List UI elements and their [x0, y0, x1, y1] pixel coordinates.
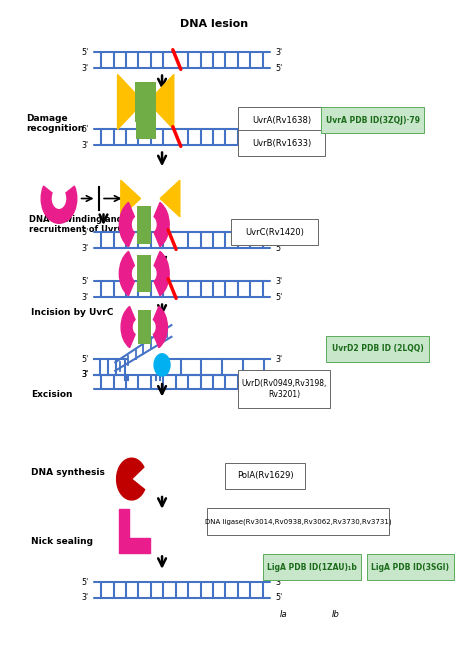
Text: DNA lesion: DNA lesion: [180, 19, 247, 29]
Polygon shape: [121, 180, 140, 216]
Text: DNA ligase(Rv3014,Rv0938,Rv3062,Rv3730,Rv3731): DNA ligase(Rv3014,Rv0938,Rv3062,Rv3730,R…: [205, 519, 391, 524]
Text: 3': 3': [275, 277, 283, 286]
Text: 3': 3': [82, 243, 89, 253]
Text: 5': 5': [275, 141, 283, 149]
Wedge shape: [154, 251, 169, 295]
FancyBboxPatch shape: [321, 107, 424, 134]
FancyBboxPatch shape: [326, 336, 429, 362]
Text: UvrA PDB ID(3ZQJ)·79: UvrA PDB ID(3ZQJ)·79: [326, 116, 420, 125]
Text: 5': 5': [275, 293, 283, 301]
FancyBboxPatch shape: [137, 206, 151, 243]
Text: 3': 3': [275, 578, 283, 587]
Polygon shape: [119, 509, 150, 553]
Text: Ib: Ib: [331, 610, 339, 619]
FancyBboxPatch shape: [238, 107, 325, 134]
Text: 3': 3': [82, 594, 89, 602]
FancyBboxPatch shape: [231, 219, 318, 245]
Text: Excision: Excision: [31, 390, 73, 399]
Text: Incision by UvrC: Incision by UvrC: [31, 308, 113, 317]
Text: 3': 3': [82, 370, 89, 379]
FancyBboxPatch shape: [207, 509, 389, 534]
FancyBboxPatch shape: [136, 82, 156, 122]
Wedge shape: [119, 251, 135, 295]
Wedge shape: [41, 186, 77, 223]
Text: 5': 5': [275, 243, 283, 253]
Text: Damage
recognition: Damage recognition: [26, 114, 84, 133]
Polygon shape: [118, 74, 144, 130]
Text: UvrB(Rv1633): UvrB(Rv1633): [252, 139, 311, 147]
Text: Nick sealing: Nick sealing: [31, 536, 93, 545]
Wedge shape: [154, 307, 167, 347]
Text: PolA(Rv1629): PolA(Rv1629): [237, 471, 293, 480]
Text: 5': 5': [81, 355, 89, 363]
Text: 5': 5': [81, 578, 89, 587]
Text: UvrA(Rv1638): UvrA(Rv1638): [252, 116, 311, 125]
FancyBboxPatch shape: [137, 255, 151, 292]
FancyBboxPatch shape: [225, 463, 305, 489]
FancyBboxPatch shape: [263, 554, 361, 580]
Text: 3': 3': [275, 125, 283, 134]
FancyBboxPatch shape: [367, 554, 454, 580]
FancyBboxPatch shape: [238, 130, 325, 156]
Wedge shape: [117, 458, 145, 500]
Text: 5': 5': [81, 48, 89, 57]
Text: 3': 3': [275, 48, 283, 57]
Text: 3': 3': [275, 228, 283, 237]
Text: 3': 3': [82, 64, 89, 72]
Text: LigA PDB ID(1ZAU)₁b: LigA PDB ID(1ZAU)₁b: [267, 563, 357, 572]
Text: 5': 5': [275, 64, 283, 72]
Text: UvrD2 PDB ID (2LQQ): UvrD2 PDB ID (2LQQ): [332, 344, 423, 353]
Text: UvrC(Rv1420): UvrC(Rv1420): [245, 228, 304, 237]
Circle shape: [154, 354, 170, 376]
Wedge shape: [154, 203, 169, 247]
Text: 3': 3': [82, 370, 89, 379]
Text: Ia: Ia: [280, 610, 288, 619]
Text: 5': 5': [81, 228, 89, 237]
Text: 5': 5': [275, 594, 283, 602]
Text: 5': 5': [81, 125, 89, 134]
Text: UvrD(Rv0949,Rv3198,
Rv3201): UvrD(Rv0949,Rv3198, Rv3201): [241, 379, 327, 399]
Polygon shape: [148, 74, 174, 130]
Polygon shape: [160, 180, 180, 216]
FancyBboxPatch shape: [138, 310, 151, 344]
Wedge shape: [121, 307, 135, 347]
Text: 3': 3': [82, 141, 89, 149]
Text: DNA unwinding and
recruitment of UvrC: DNA unwinding and recruitment of UvrC: [28, 215, 123, 234]
Wedge shape: [119, 203, 135, 247]
Text: 5': 5': [275, 370, 283, 379]
Text: 3': 3': [275, 355, 283, 363]
Text: 3': 3': [82, 293, 89, 301]
Text: 5': 5': [81, 277, 89, 286]
Text: LigA PDB ID(3SGI): LigA PDB ID(3SGI): [371, 563, 449, 572]
FancyBboxPatch shape: [238, 370, 329, 408]
FancyBboxPatch shape: [137, 113, 156, 139]
Text: 5': 5': [275, 384, 283, 393]
Text: DNA synthesis: DNA synthesis: [31, 468, 105, 477]
